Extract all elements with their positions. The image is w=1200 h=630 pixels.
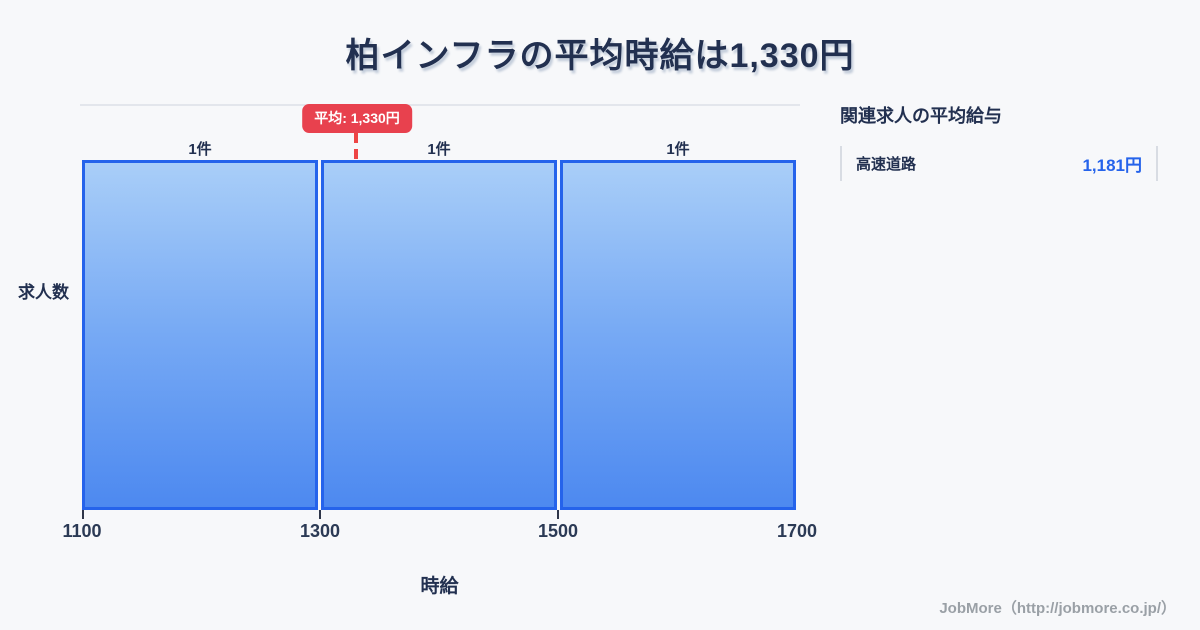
page-title: 柏インフラの平均時給は1,330円 bbox=[345, 37, 855, 75]
bar-count-label: 1件 bbox=[666, 141, 690, 158]
x-axis-tick-label: 1700 bbox=[776, 521, 818, 541]
site-credit: JobMore（http://jobmore.co.jp/） bbox=[939, 600, 1176, 617]
x-axis-tick bbox=[319, 510, 321, 519]
x-axis-tick-label: 1100 bbox=[62, 521, 102, 541]
related-jobs-heading: 関連求人の平均給与 bbox=[840, 106, 1002, 126]
y-axis-title: 求人数 bbox=[18, 283, 69, 302]
histogram-bar bbox=[82, 160, 318, 510]
related-job-label: 高速道路 bbox=[856, 156, 917, 173]
related-job-row: 高速道路 1,181円 bbox=[840, 146, 1158, 181]
x-axis-tick-label: 1500 bbox=[537, 521, 579, 541]
header-divider bbox=[80, 104, 800, 106]
bar-count-label: 1件 bbox=[427, 141, 451, 158]
histogram-bar bbox=[560, 160, 796, 510]
x-axis-tick bbox=[82, 510, 84, 519]
bar-count-label: 1件 bbox=[188, 141, 212, 158]
x-axis-tick-label: 1300 bbox=[299, 521, 341, 541]
x-axis-tick bbox=[557, 510, 559, 519]
related-job-value: 1,181円 bbox=[1082, 156, 1142, 175]
histogram-bar bbox=[321, 160, 557, 510]
average-badge: 平均: 1,330円 bbox=[302, 104, 412, 133]
x-axis-title: 時給 bbox=[420, 576, 459, 597]
